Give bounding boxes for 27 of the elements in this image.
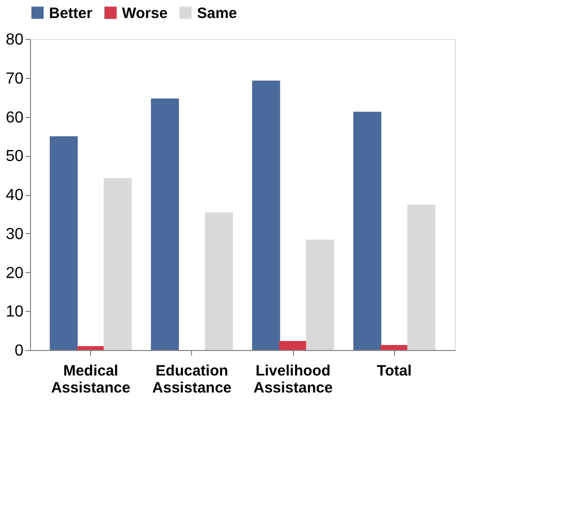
x-tick-label: Livelihood Assistance [253,362,333,396]
x-tick-label: Total [376,362,412,380]
y-tick-label: 20 [6,264,24,282]
y-tick-label: 0 [14,342,24,360]
y-tick-label: 80 [6,32,24,48]
bar [50,136,78,350]
y-tick-label: 60 [6,109,24,126]
y-tick-label: 50 [6,148,24,166]
bar [104,178,132,350]
x-tick-label: Medical Assistance [51,362,130,396]
y-tick-label: 70 [6,70,24,88]
legend-label: Worse [122,4,168,22]
bar [279,341,308,350]
bar [204,212,233,350]
bar [252,80,280,350]
y-tick-label: 10 [6,304,24,321]
y-tick-label: 30 [6,226,24,243]
bar [353,112,382,350]
legend-label: Same [197,4,238,22]
y-tick-label: 40 [6,187,24,204]
legend-label: Better [49,4,93,22]
bar [76,346,105,350]
bar [380,344,408,350]
bar [306,240,334,350]
bar [150,98,179,350]
bar [407,204,436,350]
x-tick-label: Education Assistance [152,362,232,396]
